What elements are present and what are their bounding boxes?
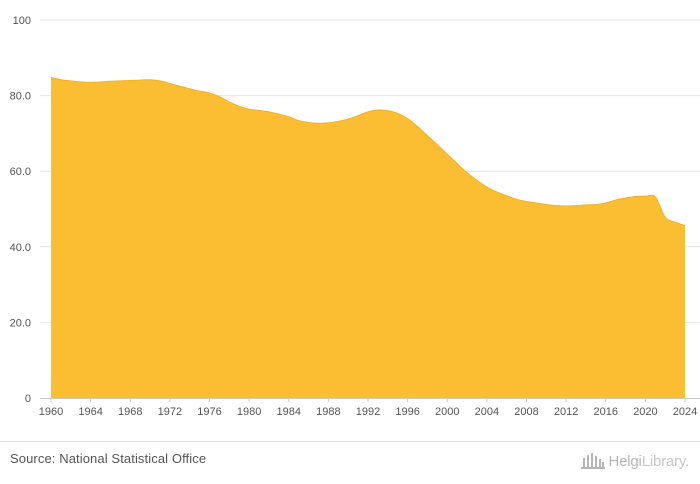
chart-footer: Source: National Statistical Office Helg… [0,441,700,484]
x-tick-label: 2004 [475,406,499,418]
y-tick-label: 60.0 [10,166,31,178]
x-tick-label: 1980 [237,406,261,418]
x-tick-label: 2008 [514,406,538,418]
x-tick-label: 2012 [554,406,578,418]
y-tick-label: 40.0 [10,242,31,254]
logo-main: Helgi [608,452,642,470]
x-tick-label: 1988 [316,406,340,418]
x-tick-label: 1996 [395,406,419,418]
logo-suffix: Library. [641,452,690,470]
y-tick-label: 80.0 [10,91,31,103]
x-tick-label: 1968 [118,406,142,418]
library-building-icon [580,453,605,469]
x-tick-label: 1972 [158,406,182,418]
y-tick-label: 0 [25,393,31,405]
x-tick-label: 2016 [594,406,618,418]
logo-text: HelgiLibrary. [609,453,690,470]
x-tick-label: 1976 [197,406,221,418]
helgi-library-logo[interactable]: HelgiLibrary. [580,447,690,475]
area-chart: 0 20.0 40.0 60.0 80.0 100 1960 1964 1968 1972 197… [10,15,700,418]
x-tick-label: 1960 [39,406,63,418]
area-series-line [50,76,686,227]
x-tick-label: 1992 [356,406,380,418]
x-tick-label: 2020 [633,406,657,418]
y-axis-ticks: 0 20.0 40.0 60.0 80.0 100 [10,15,31,405]
x-tick-label: 1984 [277,406,301,418]
x-axis-ticks: 1960 1964 1968 1972 1976 1980 1984 1988 1992 1996… [39,398,697,418]
x-tick-label: 2000 [435,406,459,418]
series-layer [50,76,686,399]
area-series [51,77,685,399]
x-tick-label: 2024 [673,406,697,418]
y-tick-label: 100 [13,15,31,27]
x-tick-label: 1964 [78,406,102,418]
source-note: Source: National Statistical Office [10,451,207,466]
y-tick-label: 20.0 [10,317,31,329]
